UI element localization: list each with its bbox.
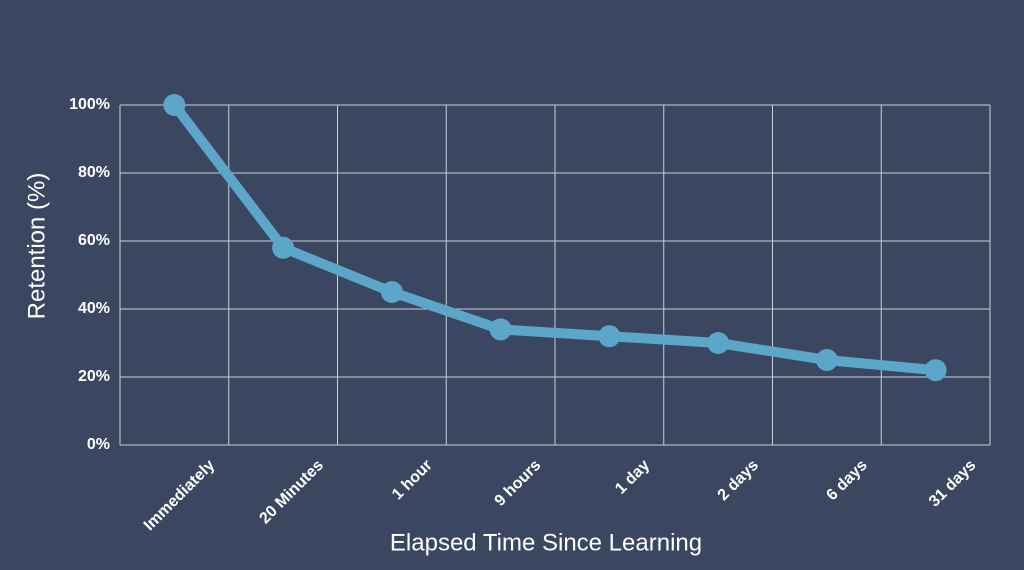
y-tick-label: 60% bbox=[78, 232, 110, 249]
line bbox=[169, 100, 941, 376]
y-tick-label: 80% bbox=[78, 164, 110, 181]
y-tick-label: 100% bbox=[69, 96, 110, 113]
point bbox=[272, 236, 295, 259]
point bbox=[815, 349, 838, 371]
point bbox=[489, 318, 512, 341]
point bbox=[598, 325, 621, 348]
point bbox=[163, 94, 186, 116]
x-axis-title: Elapsed Time Since Learning bbox=[390, 529, 702, 556]
y-tick-label: 0% bbox=[87, 436, 110, 453]
point bbox=[707, 332, 730, 354]
point bbox=[924, 359, 947, 382]
y-axis-title: Retention (%) bbox=[23, 173, 50, 320]
point bbox=[380, 281, 403, 303]
y-tick-label: 20% bbox=[78, 368, 110, 385]
y-tick-label: 40% bbox=[78, 300, 110, 317]
